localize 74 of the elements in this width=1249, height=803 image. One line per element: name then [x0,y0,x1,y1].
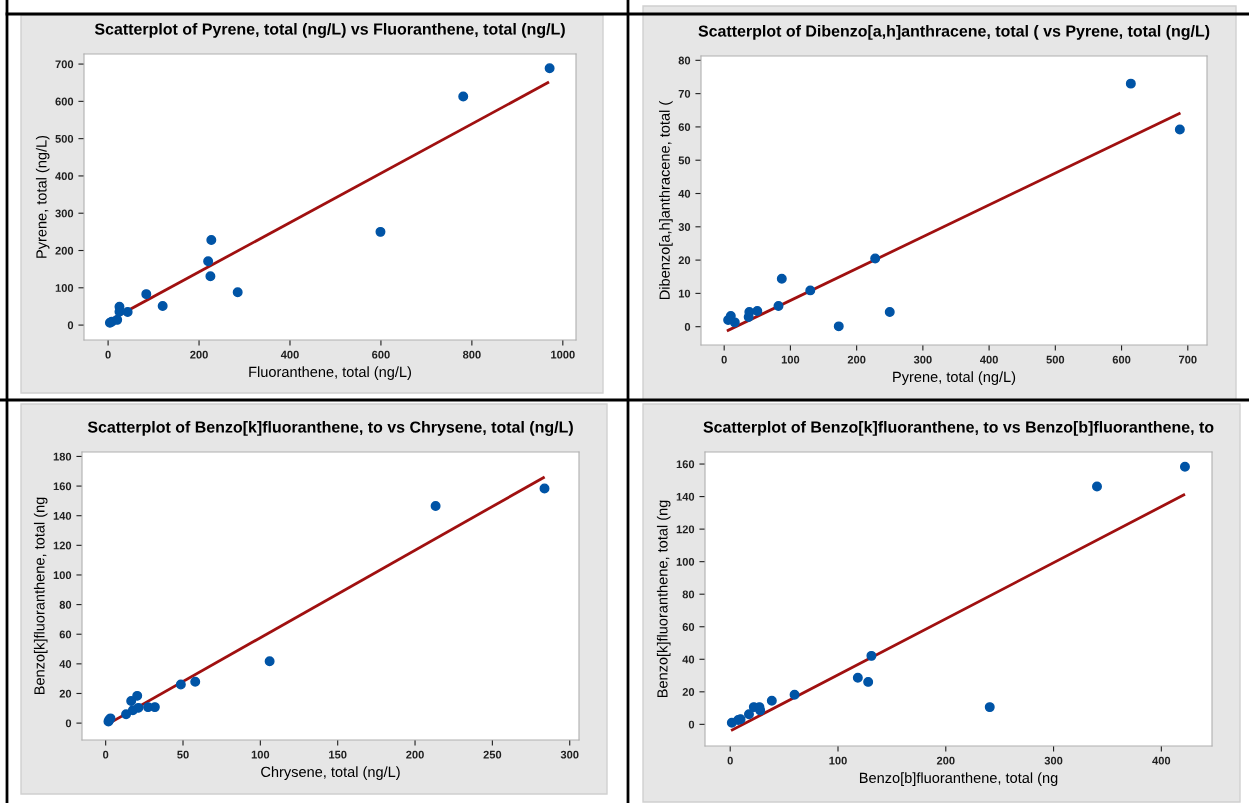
x-tick-label: 100 [781,355,800,364]
y-tick-label: 0 [67,321,74,330]
y-tick-label: 20 [682,688,695,696]
x-tick-label: 200 [936,756,955,765]
x-tick-label: 50 [177,750,189,759]
x-tick-label: 0 [727,756,733,765]
y-tick-label: 100 [676,557,695,566]
x-tick-label: 200 [406,750,424,759]
y-tick-label: 10 [678,289,691,298]
x-tick-label: 600 [1112,355,1131,364]
y-tick-label: 30 [678,223,691,231]
x-tick-label: 100 [829,756,847,765]
y-tick-label: 500 [55,134,74,143]
chart-title: Scatterplot of Dibenzo[a,h]anthracene, total ( vs Pyrene, total (ng/L) [698,24,1210,40]
chart-title: Scatterplot of Pyrene, total (ng/L) vs Fluoranthene, total (ng/L) [94,22,565,38]
y-tick-label: 160 [676,460,695,469]
x-tick-label: 500 [1046,355,1065,364]
y-tick-label: 70 [678,89,691,98]
y-tick-label: 80 [682,590,695,599]
y-tick-label: 120 [676,525,695,534]
y-tick-label: 20 [678,256,691,265]
x-tick-label: 400 [1152,756,1171,765]
x-tick-label: 100 [251,750,270,759]
x-tick-label: 400 [980,355,998,364]
y-tick-label: 40 [59,660,72,668]
x-tick-label: 250 [483,750,502,759]
y-tick-label: 300 [55,209,74,218]
y-tick-label: 140 [676,492,695,501]
y-axis-title: Dibenzo[a,h]anthracene, total ( [659,100,673,300]
y-tick-label: 400 [55,172,74,181]
y-tick-label: 80 [678,56,691,65]
y-tick-label: 60 [59,630,72,639]
x-tick-label: 0 [721,355,727,364]
y-axis-title: Benzo[k]fluoranthene, total (ng [33,497,48,695]
y-tick-label: 200 [55,246,74,255]
x-tick-label: 0 [103,750,109,759]
x-tick-label: 400 [280,350,299,359]
x-tick-label: 300 [1044,756,1063,765]
y-tick-label: 40 [678,189,691,198]
y-tick-label: 20 [59,689,72,698]
y-tick-label: 600 [55,97,74,106]
x-tick-label: 1000 [551,350,575,359]
y-tick-label: 700 [55,60,74,69]
y-tick-label: 40 [682,655,695,664]
x-tick-label: 0 [105,350,111,359]
y-tick-label: 180 [53,452,72,461]
chart-title: Scatterplot of Benzo[k]fluoranthene, to vs Chrysene, total (ng/L) [87,420,573,436]
y-tick-label: 60 [682,623,695,631]
y-tick-label: 140 [53,511,72,520]
x-tick-label: 200 [847,355,866,364]
x-tick-label: 300 [560,750,579,759]
y-tick-label: 0 [65,719,72,728]
y-tick-label: 160 [53,482,72,491]
y-axis-title: Benzo[k]fluoranthene, total (ng [656,500,671,698]
x-tick-label: 800 [462,350,481,359]
y-tick-label: 120 [53,541,72,550]
chart-title: Scatterplot of Benzo[k]fluoranthene, to vs Benzo[b]fluoranthene, to [703,420,1214,436]
x-axis-title: Chrysene, total (ng/L) [261,766,400,780]
y-tick-label: 50 [678,156,691,165]
y-tick-label: 60 [678,123,691,132]
x-tick-label: 200 [190,350,208,359]
x-axis-title: Pyrene, total (ng/L) [893,371,1016,385]
x-tick-label: 150 [329,750,347,759]
y-tick-label: 80 [59,600,72,609]
y-tick-label: 100 [55,284,74,292]
y-tick-label: 100 [53,571,72,580]
y-axis-title: Pyrene, total (ng/L) [35,135,50,258]
x-tick-label: 300 [913,355,932,364]
y-tick-label: 0 [684,322,691,331]
x-axis-title: Benzo[b]fluoranthene, total (ng [859,772,1058,786]
y-tick-label: 0 [688,720,695,729]
x-tick-label: 600 [372,350,390,359]
x-axis-title: Fluoranthene, total (ng/L) [249,366,411,380]
x-tick-label: 700 [1179,355,1197,364]
